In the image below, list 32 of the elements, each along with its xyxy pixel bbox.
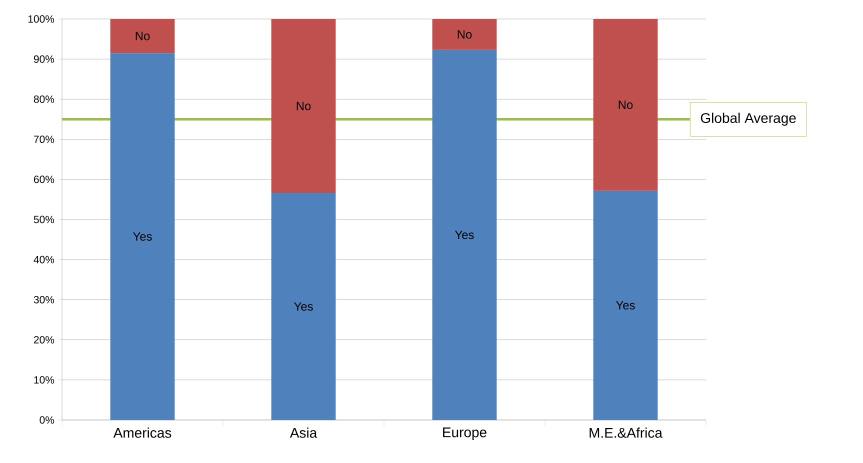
text: Yes bbox=[132, 232, 152, 241]
series-label: Yes bbox=[454, 230, 474, 240]
y-tick-label: 100% bbox=[28, 15, 54, 23]
bar bbox=[110, 53, 175, 420]
text: No bbox=[136, 32, 150, 40]
y-tick-label: 20% bbox=[34, 336, 54, 344]
series-label: No bbox=[458, 30, 472, 39]
text: No bbox=[296, 102, 311, 110]
text: No bbox=[618, 100, 633, 109]
y-tick-label: 60% bbox=[34, 176, 54, 184]
x-tick-label: M.E.&Africa bbox=[590, 428, 662, 438]
bar bbox=[593, 190, 658, 420]
bar bbox=[110, 18, 175, 54]
bar bbox=[432, 50, 497, 420]
bar bbox=[593, 18, 658, 191]
y-tick-label: 0% bbox=[40, 416, 54, 424]
x-tick-label: Asia bbox=[290, 428, 318, 438]
y-tick-label: 40% bbox=[34, 256, 54, 264]
x-tick-label: Americas bbox=[113, 428, 172, 438]
y-tick-label: 10% bbox=[34, 376, 54, 384]
y-tick-label: 70% bbox=[34, 136, 54, 144]
y-tick-label: 80% bbox=[34, 95, 54, 103]
bar bbox=[271, 193, 336, 420]
x-tick-label: Europe bbox=[443, 428, 486, 440]
text: Yes bbox=[616, 301, 635, 310]
y-tick-label: 30% bbox=[34, 296, 54, 304]
ref-line-label: Global Average bbox=[700, 112, 796, 126]
y-tick-label: 50% bbox=[34, 216, 54, 224]
y-tick-label: 90% bbox=[34, 55, 54, 63]
text: Yes bbox=[294, 302, 313, 311]
bar bbox=[432, 18, 497, 50]
bar bbox=[271, 18, 336, 194]
